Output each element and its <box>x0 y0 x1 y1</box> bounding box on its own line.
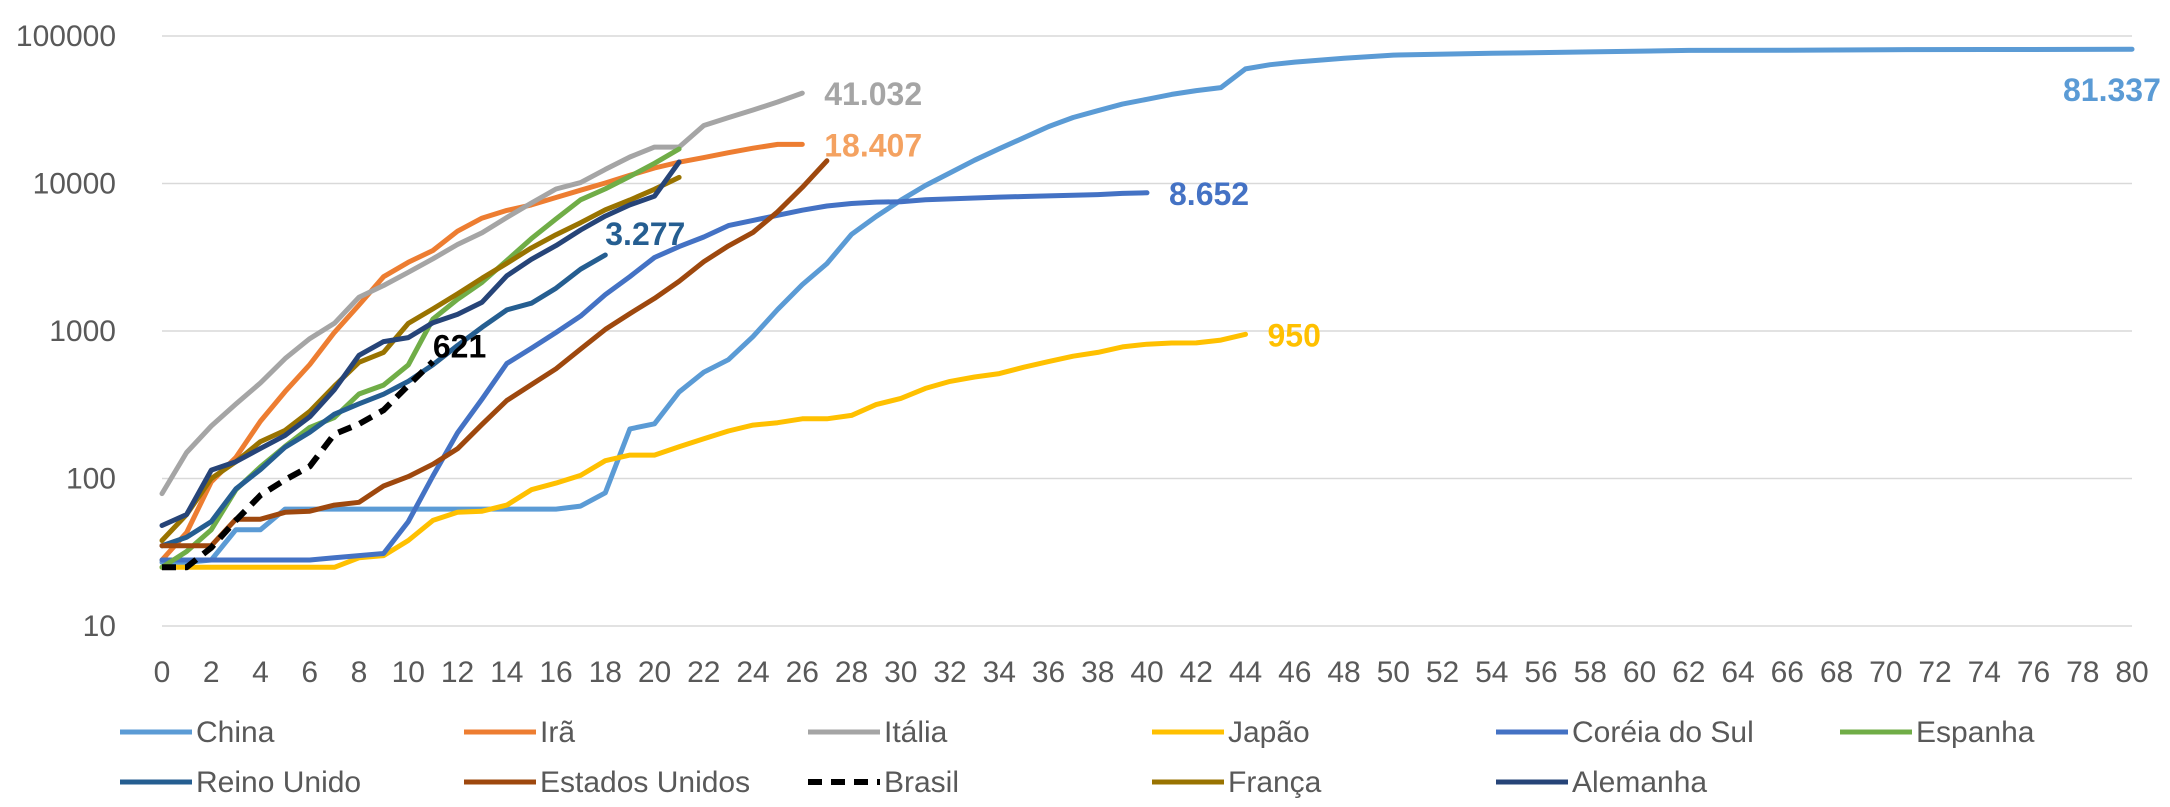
x-tick-label: 62 <box>1672 656 1705 689</box>
gridlines <box>162 35 2132 627</box>
x-tick-label: 40 <box>1130 656 1163 689</box>
series-line-irã <box>159 141 805 563</box>
end-label-china: 81.337 <box>2063 72 2161 108</box>
x-tick-label: 60 <box>1623 656 1656 689</box>
x-tick-label: 54 <box>1475 656 1508 689</box>
legend-label: França <box>1228 766 1322 799</box>
legend-item: Coréia do Sul <box>1496 716 1754 749</box>
legend-item: Reino Unido <box>120 766 361 799</box>
y-tick-label: 100000 <box>16 20 116 53</box>
legend-item: China <box>120 716 275 749</box>
y-axis-ticks: 10 100 1000 10000 100000 <box>16 20 116 643</box>
series-line-brasil <box>162 359 435 571</box>
end-label-irã: 18.407 <box>824 127 922 163</box>
x-tick-label: 80 <box>2115 656 2148 689</box>
x-tick-label: 14 <box>490 656 523 689</box>
legend-item: Japão <box>1152 716 1310 749</box>
series-line-japão <box>159 331 1248 570</box>
x-tick-label: 44 <box>1229 656 1262 689</box>
legend-label: Irã <box>540 716 575 749</box>
legend-label: Japão <box>1228 716 1310 749</box>
legend-label: Reino Unido <box>196 766 361 799</box>
x-tick-label: 58 <box>1574 656 1607 689</box>
x-tick-label: 56 <box>1524 656 1557 689</box>
x-tick-label: 66 <box>1771 656 1804 689</box>
end-label-itália: 41.032 <box>824 76 922 112</box>
x-tick-label: 22 <box>687 656 720 689</box>
legend-label: Coréia do Sul <box>1572 716 1754 749</box>
legend-label: Brasil <box>884 766 959 799</box>
x-tick-label: 28 <box>835 656 868 689</box>
legend-label: Espanha <box>1916 716 2035 749</box>
x-tick-label: 72 <box>1918 656 1951 689</box>
legend-label: China <box>196 716 275 749</box>
x-tick-label: 12 <box>441 656 474 689</box>
x-tick-label: 30 <box>884 656 917 689</box>
series-line-estados-unidos <box>159 158 830 549</box>
x-tick-label: 8 <box>351 656 368 689</box>
x-tick-label: 46 <box>1278 656 1311 689</box>
x-tick-label: 52 <box>1426 656 1459 689</box>
end-label-brasil: 621 <box>433 329 486 365</box>
x-tick-label: 34 <box>983 656 1016 689</box>
legend-item: Alemanha <box>1496 766 1707 799</box>
x-tick-label: 36 <box>1032 656 1065 689</box>
y-tick-label: 100 <box>66 463 116 496</box>
series-line-china <box>159 46 2135 565</box>
legend-label: Itália <box>884 716 948 749</box>
legend-label: Alemanha <box>1572 766 1707 799</box>
x-tick-label: 24 <box>736 656 769 689</box>
end-label-japão: 950 <box>1268 317 1321 353</box>
x-tick-label: 2 <box>203 656 220 689</box>
x-tick-label: 42 <box>1180 656 1213 689</box>
legend-item: Estados Unidos <box>464 766 750 799</box>
end-label-coréia-do-sul: 8.652 <box>1169 176 1249 212</box>
x-tick-label: 4 <box>252 656 269 689</box>
x-tick-label: 70 <box>1869 656 1902 689</box>
x-tick-label: 64 <box>1721 656 1754 689</box>
x-tick-label: 78 <box>2066 656 2099 689</box>
legend: China Irã Itália Japão Coréia do Sul Espanha R… <box>120 716 2035 799</box>
legend-label: Estados Unidos <box>540 766 750 799</box>
x-tick-label: 48 <box>1327 656 1360 689</box>
legend-item: Itália <box>808 716 948 749</box>
y-tick-label: 10000 <box>33 168 116 201</box>
legend-item: Brasil <box>808 766 959 799</box>
x-tick-label: 32 <box>933 656 966 689</box>
x-axis-ticks: 0 2 4 6 8 10 12 14 16 18 20 22 24 26 28 30 32 34 36 38 40 42 4… <box>154 656 2149 689</box>
x-tick-label: 26 <box>786 656 819 689</box>
x-tick-label: 20 <box>638 656 671 689</box>
series-line-reino-unido <box>159 252 608 549</box>
x-tick-label: 38 <box>1081 656 1114 689</box>
x-tick-label: 74 <box>1968 656 2001 689</box>
series-line-coréia-do-sul <box>159 190 1150 563</box>
y-tick-label: 1000 <box>49 315 116 348</box>
x-tick-label: 0 <box>154 656 171 689</box>
legend-item: Irã <box>464 716 575 749</box>
x-tick-label: 50 <box>1377 656 1410 689</box>
legend-item: Espanha <box>1840 716 2035 749</box>
series-line-itália <box>159 90 805 497</box>
y-tick-label: 10 <box>83 610 116 643</box>
x-tick-label: 6 <box>301 656 318 689</box>
end-label-reino-unido: 3.277 <box>605 216 685 252</box>
x-tick-label: 18 <box>589 656 622 689</box>
x-tick-label: 16 <box>539 656 572 689</box>
x-tick-label: 76 <box>2017 656 2050 689</box>
end-labels: 81.337 18.407 41.032 950 8.652 3.277 621 <box>433 72 2161 364</box>
series-line-frança <box>159 174 682 543</box>
x-tick-label: 68 <box>1820 656 1853 689</box>
x-tick-label: 10 <box>392 656 425 689</box>
series-line-alemanha <box>159 159 682 528</box>
series-lines <box>159 46 2135 571</box>
legend-item: França <box>1152 766 1322 799</box>
